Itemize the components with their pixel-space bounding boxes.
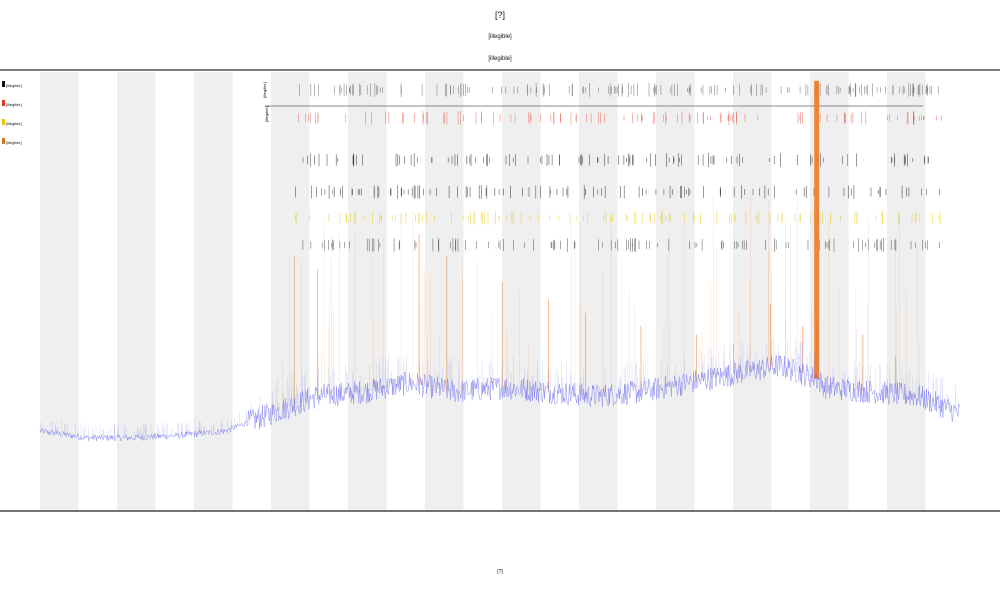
chart-subtitle-1: [illegible]	[488, 34, 512, 40]
background-band	[271, 72, 310, 510]
legend: [illegible] [illegible] [illegible] [illegi…	[2, 81, 22, 145]
background-band	[194, 72, 233, 510]
legend-swatch	[2, 138, 5, 144]
background-band	[887, 72, 926, 510]
legend-swatch	[2, 81, 5, 87]
chart-title: [?]	[495, 10, 505, 20]
legend-label: [illegible]	[6, 121, 22, 126]
event-track-label: [illegible]	[264, 106, 269, 122]
background-band	[656, 72, 695, 510]
event-track-label: [illegible]	[262, 82, 267, 98]
x-axis-label: [?]	[497, 569, 503, 575]
legend-swatch	[2, 119, 5, 125]
background-band	[425, 72, 464, 510]
chart-subtitle-2: [illegible]	[488, 56, 512, 62]
legend-label: [illegible]	[6, 140, 22, 145]
background-band	[348, 72, 387, 510]
event-tracks: [illegible] [illegible]	[262, 82, 942, 252]
legend-label: [illegible]	[6, 102, 22, 107]
signal-series	[39, 335, 961, 442]
background-bands	[40, 72, 926, 510]
background-band	[502, 72, 541, 510]
background-band	[733, 72, 772, 510]
signal-line	[39, 354, 961, 442]
background-band	[579, 72, 618, 510]
legend-label: [illegible]	[6, 83, 22, 88]
orange-spike-series	[282, 80, 920, 410]
background-band	[117, 72, 156, 510]
background-band	[40, 72, 79, 510]
legend-swatch	[2, 100, 5, 106]
